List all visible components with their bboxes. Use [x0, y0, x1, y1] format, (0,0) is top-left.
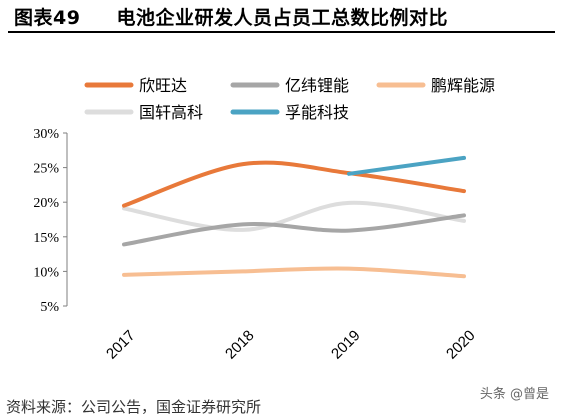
series-line — [122, 200, 466, 232]
figure-number: 图表49 — [14, 7, 81, 29]
chart-series — [122, 155, 466, 279]
x-axis-labels: 2017 2018 2019 2020 — [103, 327, 479, 363]
figure-title: 图表49 电池企业研发人员占员工总数比例对比 — [14, 3, 448, 30]
x-tick-label: 2017 — [103, 327, 139, 363]
x-tick-label: 2018 — [222, 327, 258, 363]
series-line — [122, 266, 466, 279]
legend-label: 欣旺达 — [139, 76, 187, 95]
legend-label: 亿纬锂能 — [285, 76, 349, 95]
source-note: 资料来源：公司公告，国金证券研究所 — [6, 398, 262, 416]
series-line — [122, 213, 466, 247]
x-tick-label: 2019 — [328, 327, 364, 363]
y-tick-label: 5% — [40, 300, 59, 315]
series-line — [122, 160, 466, 208]
y-tick-label: 20% — [33, 196, 59, 211]
title-rule — [8, 31, 555, 33]
x-tick-label: 2020 — [443, 327, 479, 363]
watermark: 头条 @曾是 — [479, 383, 549, 402]
y-tick-label: 25% — [33, 162, 59, 177]
chart-axes: 5% 10% 15% 20% 25% 30% — [33, 127, 68, 315]
series-line — [347, 155, 466, 176]
legend-label: 国轩高科 — [139, 103, 203, 122]
y-tick-label: 30% — [33, 127, 59, 142]
y-tick-label: 10% — [33, 265, 59, 280]
figure-caption: 电池企业研发人员占员工总数比例对比 — [116, 7, 448, 29]
y-tick-label: 15% — [33, 231, 59, 246]
legend-label: 鹏辉能源 — [431, 76, 495, 95]
legend-label: 孚能科技 — [285, 103, 349, 122]
